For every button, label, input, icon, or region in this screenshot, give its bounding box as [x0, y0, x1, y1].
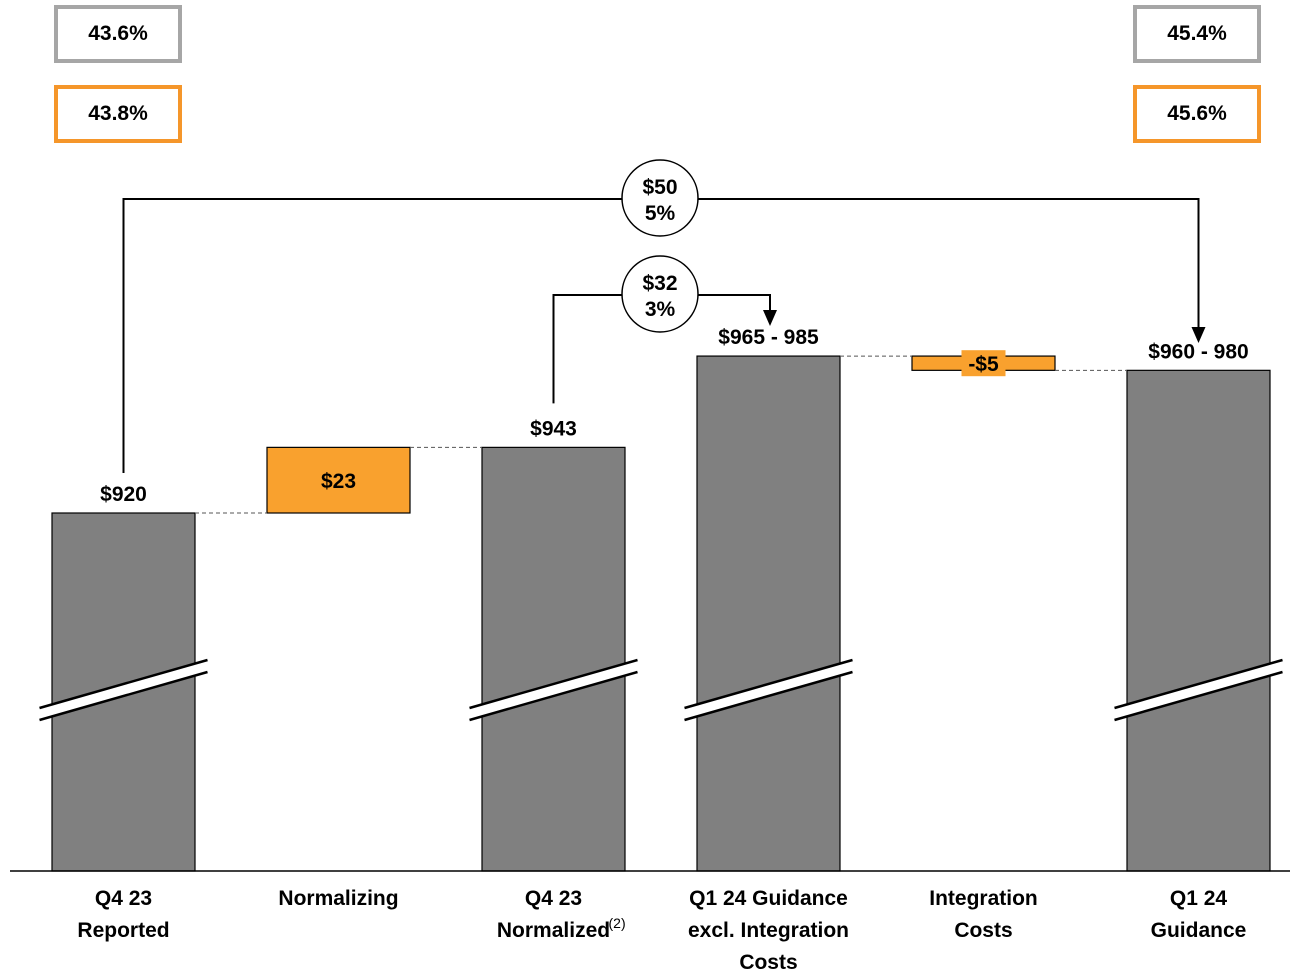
value-label-normalizing: $23 — [321, 470, 356, 493]
category-label-integration-costs-line-2: Costs — [954, 919, 1012, 942]
axis-break-line-upper-q4-23-reported — [39, 658, 208, 710]
value-label-bg-integration-costs — [961, 350, 1006, 377]
change-normalized-amount: $32 — [642, 272, 677, 295]
margin-value-left-gray: 43.6% — [88, 22, 148, 45]
category-label-q4-23-normalized-line-2: Normalized — [497, 919, 610, 942]
value-label-q1-24-guidance-excl-integration-costs: $965 - 985 — [718, 326, 819, 349]
change-total-arrow — [1191, 327, 1206, 343]
value-label-q1-24-guidance: $960 - 980 — [1148, 340, 1248, 363]
footnote-marker: (2) — [609, 915, 626, 931]
category-label-q1-24-guidance-excl-integration-costs-line-1: Q1 24 Guidance — [689, 887, 848, 910]
change-normalized-arrow — [763, 310, 777, 326]
axis-break-q4-23-reported — [39, 660, 208, 720]
axis-break-q4-23-normalized — [469, 660, 638, 720]
margin-box-right-gray: 45.4% — [1133, 5, 1261, 63]
change-normalized-circle — [621, 255, 699, 333]
value-label-integration-costs: -$5 — [968, 353, 999, 376]
axis-break-line-upper-q4-23-normalized — [469, 658, 638, 710]
category-label-integration-costs-line-1: Integration — [929, 887, 1038, 910]
axis-break-line-lower-q1-24-guidance-excl-integration-costs — [684, 670, 853, 722]
margin-value-right-orange: 45.6% — [1167, 102, 1227, 125]
axis-break-line-lower-q1-24-guidance — [1114, 670, 1283, 722]
change-total-amount: $50 — [642, 176, 677, 199]
category-label-q1-24-guidance-excl-integration-costs-line-3: Costs — [739, 951, 797, 974]
value-label-q4-23-normalized: $943 — [530, 417, 577, 440]
change-total-percent: 5% — [645, 202, 676, 225]
axis-break-line-lower-q4-23-normalized — [469, 670, 638, 722]
value-label-q4-23-reported: $920 — [100, 483, 147, 506]
category-label-q4-23-reported-line-2: Reported — [77, 919, 169, 942]
category-label-q1-24-guidance-line-2: Guidance — [1151, 919, 1247, 942]
bar-q4-23-normalized — [481, 446, 626, 872]
change-total-circle — [621, 159, 699, 237]
margin-box-left-orange: 43.8% — [54, 85, 182, 143]
axis-break-q1-24-guidance — [1114, 660, 1283, 720]
change-total-bracket — [122, 198, 1200, 473]
change-normalized-percent: 3% — [645, 298, 676, 321]
category-label-q1-24-guidance-excl-integration-costs-line-2: excl. Integration — [688, 919, 849, 942]
category-label-q4-23-normalized-line-1: Q4 23 — [525, 887, 582, 910]
category-label-normalizing-line-1: Normalizing — [278, 887, 398, 910]
category-label-q1-24-guidance-line-1: Q1 24 — [1170, 887, 1228, 910]
axis-break-line-upper-q1-24-guidance-excl-integration-costs — [684, 658, 853, 710]
margin-box-right-orange: 45.6% — [1133, 85, 1261, 143]
axis-break-line-lower-q4-23-reported — [39, 670, 208, 722]
bar-q1-24-guidance — [1126, 369, 1271, 872]
category-label-q4-23-reported-line-1: Q4 23 — [95, 887, 152, 910]
axis-break-q1-24-guidance-excl-integration-costs — [684, 660, 853, 720]
margin-box-left-gray: 43.6% — [54, 5, 182, 63]
bar-q1-24-guidance-excl-integration-costs — [696, 355, 841, 872]
margin-value-right-gray: 45.4% — [1167, 22, 1227, 45]
axis-break-line-upper-q1-24-guidance — [1114, 658, 1283, 710]
bar-normalizing — [266, 446, 411, 514]
margin-value-left-orange: 43.8% — [88, 102, 148, 125]
